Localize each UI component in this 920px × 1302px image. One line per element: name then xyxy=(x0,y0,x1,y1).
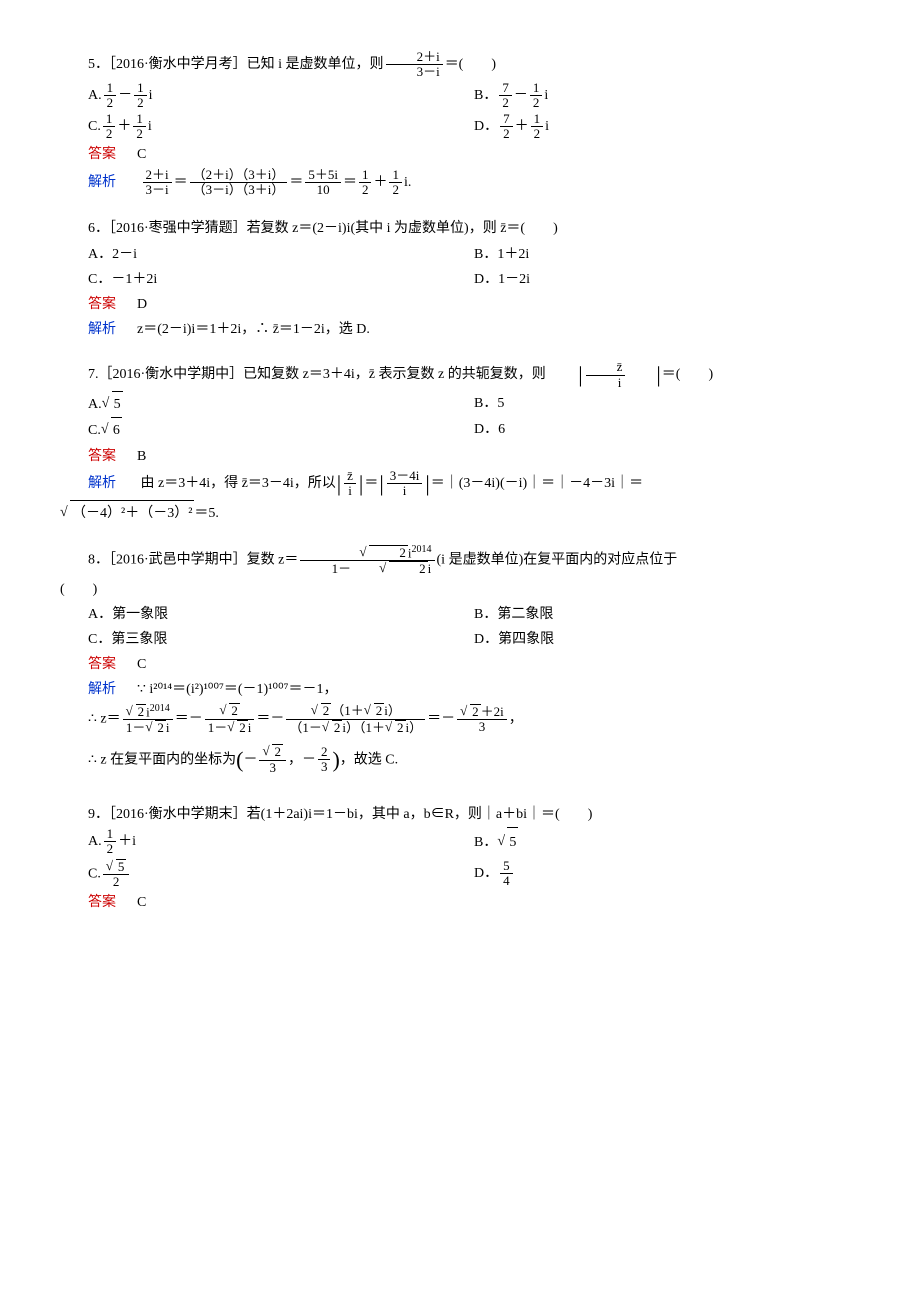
q6-source: ［2016·枣强中学猜题］ xyxy=(109,221,247,236)
q5-analysis-row: 解析 2＋i3－i＝（2＋i）（3＋i）（3－i）（3＋i）＝5＋5i10＝12… xyxy=(60,168,860,199)
q6-number: 6． xyxy=(88,221,109,236)
q6-option-b: B．1＋2i xyxy=(474,242,860,267)
q8-analysis-row1: 解析 ∵ i²⁰¹⁴＝(i²)¹⁰⁰⁷＝(－1)¹⁰⁰⁷＝－1， xyxy=(60,677,860,702)
q8-options: A．第一象限 B．第二象限 C．第三象限 D．第四象限 xyxy=(60,602,860,652)
q5-source: ［2016·衡水中学月考］ xyxy=(109,57,247,72)
q7-answer-row: 答案 B xyxy=(60,444,860,469)
q6-stem: 6．［2016·枣强中学猜题］若复数 z＝(2－i)i(其中 i 为虚数单位)，… xyxy=(60,216,860,241)
abs-bar-icon: | xyxy=(627,364,661,386)
analysis-label: 解析 xyxy=(60,322,116,337)
answer-label: 答案 xyxy=(60,147,116,162)
q5-text: 已知 i 是虚数单位，则 xyxy=(247,57,384,72)
q7-number: 7. xyxy=(88,367,99,382)
q7-analysis-row: 解析 由 z＝3＋4i，得 z̄＝3－4i，所以|z̄i|＝|3－4ii|＝｜(… xyxy=(60,469,860,500)
q8-number: 8． xyxy=(88,552,109,567)
q7-text: 已知复数 z＝3＋4i，z̄ 表示复数 z 的共轭复数，则 xyxy=(243,367,549,382)
q8-stem: 8．［2016·武邑中学期中］复数 z＝2i20141－2i(i 是虚数单位)在… xyxy=(60,544,860,577)
q8-option-c: C．第三象限 xyxy=(88,627,474,652)
q6-analysis: z＝(2－i)i＝1＋2i，∴ z̄＝1－2i，选 D. xyxy=(137,322,370,337)
q9-option-d: D．54 xyxy=(474,859,860,890)
q6-text: 若复数 z＝(2－i)i(其中 i 为虚数单位)，则 z̄＝( ) xyxy=(247,221,558,236)
q8-option-d: D．第四象限 xyxy=(474,627,860,652)
abs-bar-icon: | xyxy=(549,364,583,386)
q5-number: 5． xyxy=(88,57,109,72)
q8-stem-cont: ( ) xyxy=(60,577,860,602)
answer-label: 答案 xyxy=(60,657,116,672)
answer-label: 答案 xyxy=(60,297,116,312)
q9-answer-row: 答案 C xyxy=(60,890,860,915)
q5-options: A.12－12i B．72－12i C.12＋12i D．72＋12i xyxy=(60,81,860,143)
analysis-label: 解析 xyxy=(60,476,116,491)
q7-source: ［2016·衡水中学期中］ xyxy=(99,367,244,382)
q6-options: A．2－i B．1＋2i C．－1＋2i D．1－2i xyxy=(60,242,860,292)
q9-source: ［2016·衡水中学期末］ xyxy=(109,807,247,822)
q9-answer: C xyxy=(137,895,146,910)
q7-stem: 7.［2016·衡水中学期中］已知复数 z＝3＋4i，z̄ 表示复数 z 的共轭… xyxy=(60,360,860,391)
q9-options: A.12＋i B．5 C.52 D．54 xyxy=(60,827,860,890)
q8-answer-row: 答案 C xyxy=(60,652,860,677)
analysis-label: 解析 xyxy=(60,682,116,697)
q6-analysis-row: 解析 z＝(2－i)i＝1＋2i，∴ z̄＝1－2i，选 D. xyxy=(60,317,860,342)
answer-label: 答案 xyxy=(60,895,116,910)
q6-answer-row: 答案 D xyxy=(60,292,860,317)
q7-options: A.5 B．5 C.6 D．6 xyxy=(60,391,860,443)
q5-stem: 5．［2016·衡水中学月考］已知 i 是虚数单位，则2＋i3－i＝( ) xyxy=(60,50,860,81)
q9-text: 若(1＋2ai)i＝1－bi，其中 a，b∈R，则｜a＋bi｜＝( ) xyxy=(247,807,593,822)
q9-option-a: A.12＋i xyxy=(88,827,474,859)
q5-option-b: B．72－12i xyxy=(474,81,860,112)
question-5: 5．［2016·衡水中学月考］已知 i 是虚数单位，则2＋i3－i＝( ) A.… xyxy=(60,50,860,198)
q9-stem: 9．［2016·衡水中学期末］若(1＋2ai)i＝1－bi，其中 a，b∈R，则… xyxy=(60,802,860,827)
q7-option-a: A.5 xyxy=(88,391,474,417)
question-6: 6．［2016·枣强中学猜题］若复数 z＝(2－i)i(其中 i 为虚数单位)，… xyxy=(60,216,860,342)
q7-analysis-cont: （－4）²＋（－3）²＝5. xyxy=(60,500,860,526)
q8-analysis-row3: ∴ z 在复平面内的坐标为(－23，－23)，故选 C. xyxy=(60,736,860,784)
q8-analysis-1: ∵ i²⁰¹⁴＝(i²)¹⁰⁰⁷＝(－1)¹⁰⁰⁷＝－1， xyxy=(137,682,338,697)
question-7: 7.［2016·衡水中学期中］已知复数 z＝3＋4i，z̄ 表示复数 z 的共轭… xyxy=(60,360,860,525)
q5-analysis: 2＋i3－i＝（2＋i）（3＋i）（3－i）（3＋i）＝5＋5i10＝12＋12… xyxy=(141,175,412,190)
q6-answer: D xyxy=(137,297,147,312)
q7-option-d: D．6 xyxy=(474,417,860,443)
q8-option-a: A．第一象限 xyxy=(88,602,474,627)
question-8: 8．［2016·武邑中学期中］复数 z＝2i20141－2i(i 是虚数单位)在… xyxy=(60,544,860,784)
q5-option-a: A.12－12i xyxy=(88,81,474,112)
q7-answer: B xyxy=(137,449,146,464)
q9-option-b: B．5 xyxy=(474,827,860,859)
q8-analysis-row2: ∴ z＝2i20141－2i＝－21－2i＝－2（1＋2i）（1－2i）（1＋2… xyxy=(60,703,860,736)
q9-option-c: C.52 xyxy=(88,859,474,890)
q5-option-d: D．72＋12i xyxy=(474,112,860,143)
q6-option-a: A．2－i xyxy=(88,242,474,267)
q8-answer: C xyxy=(137,657,146,672)
q5-option-c: C.12＋12i xyxy=(88,112,474,143)
q7-option-b: B．5 xyxy=(474,391,860,417)
q5-post: ＝( ) xyxy=(445,57,496,72)
question-9: 9．［2016·衡水中学期末］若(1＋2ai)i＝1－bi，其中 a，b∈R，则… xyxy=(60,802,860,915)
q5-answer-row: 答案 C xyxy=(60,142,860,167)
answer-label: 答案 xyxy=(60,449,116,464)
q6-option-c: C．－1＋2i xyxy=(88,267,474,292)
q7-analysis: 由 z＝3＋4i，得 z̄＝3－4i，所以|z̄i|＝|3－4ii|＝｜(3－4… xyxy=(141,476,644,491)
q9-number: 9． xyxy=(88,807,109,822)
q8-source: ［2016·武邑中学期中］ xyxy=(109,552,247,567)
q7-option-c: C.6 xyxy=(88,417,474,443)
q8-option-b: B．第二象限 xyxy=(474,602,860,627)
analysis-label: 解析 xyxy=(60,175,116,190)
q5-frac: 2＋i3－i xyxy=(386,50,443,80)
q5-answer: C xyxy=(137,147,146,162)
q6-option-d: D．1－2i xyxy=(474,267,860,292)
